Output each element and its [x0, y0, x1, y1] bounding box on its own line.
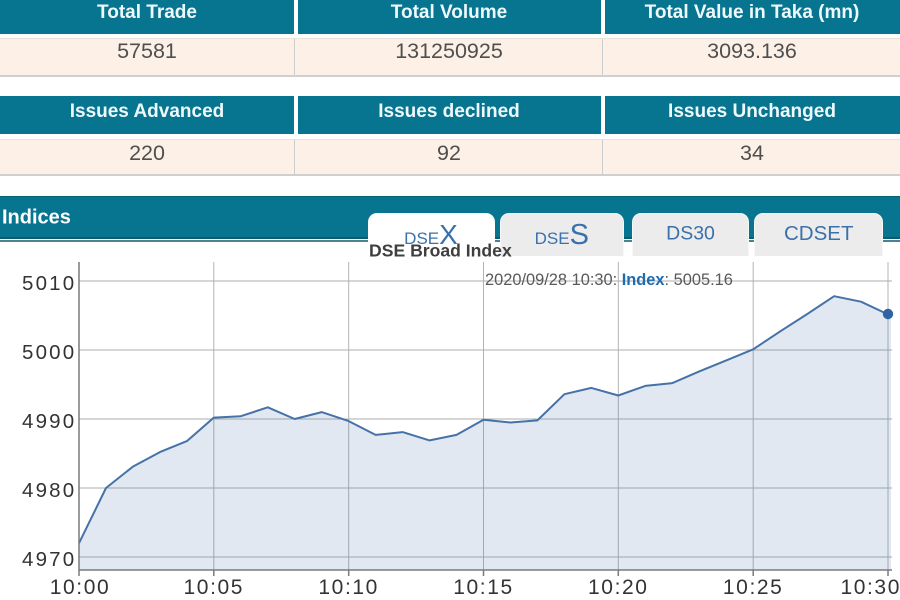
svg-text:5010: 5010 — [22, 272, 76, 295]
svg-text:DS30: DS30 — [666, 223, 715, 245]
svg-text:10:25: 10:25 — [723, 576, 784, 599]
svg-text:10:30: 10:30 — [840, 576, 900, 599]
svg-text:2020/09/28 10:30: Index: 5005.: 2020/09/28 10:30: Index: 5005.16 — [485, 271, 733, 289]
svg-text:4990: 4990 — [22, 410, 76, 433]
svg-text:10:15: 10:15 — [453, 576, 514, 599]
svg-text:10:00: 10:00 — [50, 576, 111, 599]
svg-text:4980: 4980 — [22, 479, 76, 502]
svg-text:5000: 5000 — [22, 341, 76, 364]
svg-text:10:05: 10:05 — [184, 576, 245, 599]
svg-text:Indices: Indices — [2, 207, 71, 229]
svg-text:4970: 4970 — [22, 548, 76, 571]
svg-text:10:20: 10:20 — [588, 576, 649, 599]
svg-text:DSE Broad Index: DSE Broad Index — [369, 241, 512, 261]
svg-text:10:10: 10:10 — [318, 576, 379, 599]
svg-text:CDSET: CDSET — [784, 222, 854, 245]
